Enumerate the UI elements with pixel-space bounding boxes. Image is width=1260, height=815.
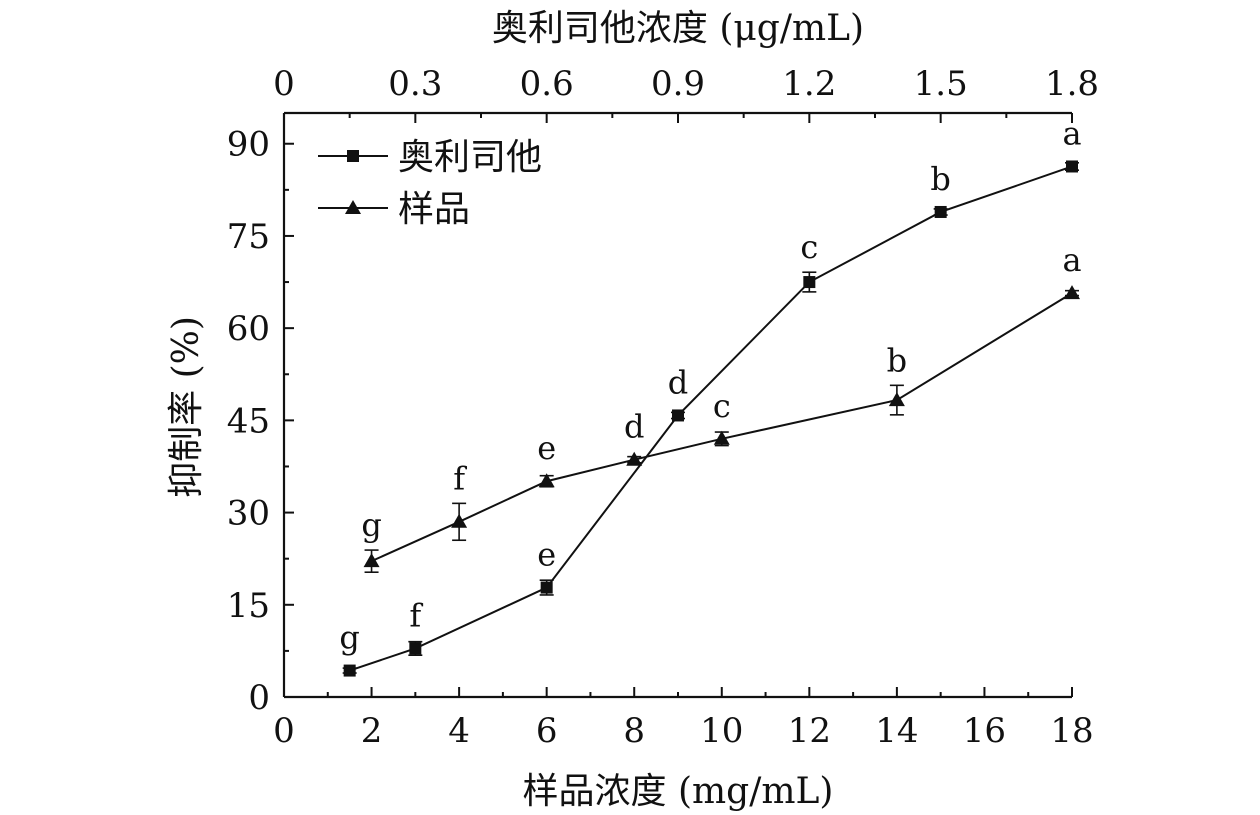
y-tick-label: 15 — [227, 586, 270, 626]
y-axis-title: 抑制率 (%) — [166, 316, 207, 498]
legend-label: 奥利司他 — [398, 137, 542, 178]
legend-entry: 奥利司他 — [318, 137, 542, 178]
data-point — [363, 553, 380, 568]
significance-label: a — [1062, 241, 1081, 279]
y-tick-label: 75 — [227, 217, 270, 257]
x-tick-label: 4 — [448, 711, 470, 751]
data-point — [713, 430, 730, 445]
x-tick-label: 10 — [700, 711, 743, 751]
x2-tick-label: 1.8 — [1045, 64, 1099, 104]
y-tick-label: 30 — [227, 494, 270, 534]
x-tick-label: 6 — [536, 711, 558, 751]
x-tick-label: 2 — [361, 711, 383, 751]
x2-tick-label: 0.6 — [520, 64, 574, 104]
data-point — [888, 392, 905, 407]
data-point — [409, 642, 422, 655]
significance-label: f — [453, 459, 467, 497]
significance-label: d — [668, 363, 688, 401]
significance-label: g — [339, 619, 359, 657]
data-point — [343, 664, 356, 677]
data-point — [803, 276, 816, 289]
significance-label: b — [930, 160, 950, 198]
data-point — [1066, 160, 1078, 173]
significance-label: c — [713, 387, 731, 425]
series-line — [349, 165, 1073, 672]
data-point — [538, 473, 555, 488]
y-tick-label: 0 — [248, 678, 270, 718]
significance-label: g — [361, 506, 381, 544]
data-point — [451, 513, 468, 528]
x-tick-label: 16 — [963, 711, 1006, 751]
ticks: 0 2 4 6 8 10 12 14 16 18 0 0.3 0.6 0.9 1.2 1.5 1.8 0 15 30 4… — [227, 64, 1099, 751]
data-point — [1064, 285, 1080, 300]
series-line — [371, 292, 1073, 563]
x2-tick-label: 0 — [273, 64, 295, 104]
legend-entry: 样品 — [318, 189, 470, 230]
significance-label: b — [887, 341, 907, 379]
y-tick-label: 90 — [227, 125, 270, 165]
x-tick-label: 0 — [273, 711, 295, 751]
x2-tick-label: 1.5 — [914, 64, 968, 104]
significance-label: e — [537, 429, 556, 467]
significance-label: c — [800, 228, 818, 266]
x2-axis-title: 奥利司他浓度 (μg/mL) — [492, 8, 864, 49]
legend-label: 样品 — [398, 189, 470, 230]
y-tick-label: 60 — [227, 309, 270, 349]
significance-label: f — [409, 596, 423, 634]
x2-tick-label: 0.3 — [388, 64, 442, 104]
x-tick-label: 18 — [1050, 711, 1093, 751]
x-tick-label: 8 — [623, 711, 645, 751]
x-axis-title: 样品浓度 (mg/mL) — [523, 771, 834, 812]
legend-marker — [345, 200, 361, 214]
legend-marker — [347, 150, 359, 162]
data-point — [626, 451, 643, 466]
x-tick-label: 14 — [875, 711, 918, 751]
x2-tick-label: 0.9 — [651, 64, 705, 104]
significance-label: d — [624, 408, 644, 446]
significance-label: a — [1062, 114, 1081, 152]
x2-tick-label: 1.2 — [782, 64, 836, 104]
data-point — [540, 581, 553, 594]
significance-label: e — [537, 536, 556, 574]
x-tick-label: 12 — [788, 711, 831, 751]
y-tick-label: 45 — [227, 401, 270, 441]
data-point — [934, 205, 947, 218]
data-point — [672, 409, 684, 422]
